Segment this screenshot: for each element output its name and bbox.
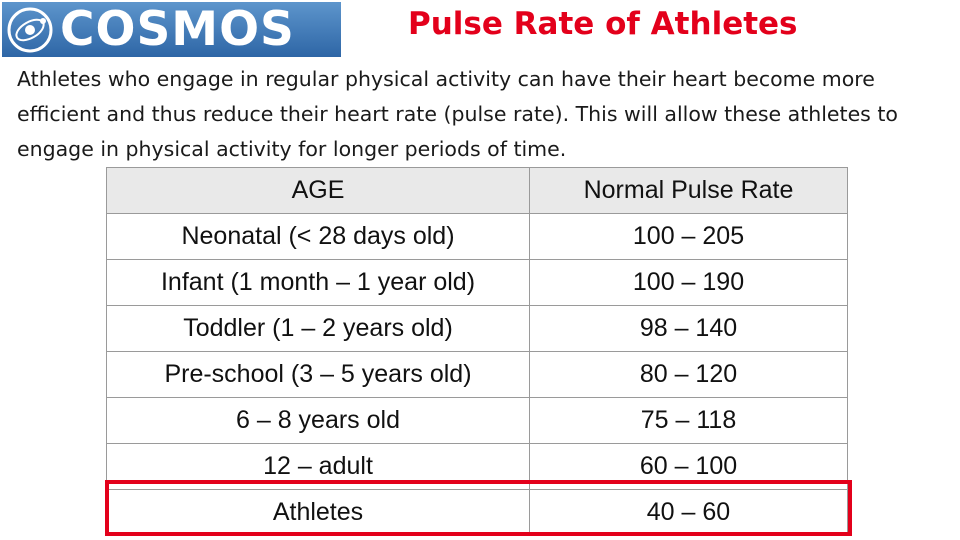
age-cell: Toddler (1 – 2 years old) [106,305,530,352]
column-header-pulse-rate: Normal Pulse Rate [529,167,848,214]
intro-paragraph: Athletes who engage in regular physical … [17,67,898,161]
table-row: Infant (1 month – 1 year old) 100 – 190 [106,259,848,306]
table-row: Pre-school (3 – 5 years old) 80 – 120 [106,351,848,398]
table-header-row: AGE Normal Pulse Rate [106,167,848,214]
table-row: 6 – 8 years old 75 – 118 [106,397,848,444]
pulse-rate-cell: 100 – 190 [529,259,848,306]
pulse-rate-cell: 100 – 205 [529,213,848,260]
atom-orbit-icon [7,7,53,52]
age-cell: Infant (1 month – 1 year old) [106,259,530,306]
age-cell: Neonatal (< 28 days old) [106,213,530,260]
pulse-rate-cell: 60 – 100 [529,443,848,490]
table-row: Neonatal (< 28 days old) 100 – 205 [106,213,848,260]
age-cell: Athletes [106,489,530,536]
pulse-rate-cell: 40 – 60 [529,489,848,536]
table-row: Toddler (1 – 2 years old) 98 – 140 [106,305,848,352]
column-header-age: AGE [106,167,530,214]
page-title: Pulse Rate of Athletes [408,6,798,42]
pulse-rate-cell: 80 – 120 [529,351,848,398]
table-row-athletes: Athletes 40 – 60 [106,489,848,536]
age-cell: 6 – 8 years old [106,397,530,444]
table-row: 12 – adult 60 – 100 [106,443,848,490]
age-cell: 12 – adult [106,443,530,490]
age-cell: Pre-school (3 – 5 years old) [106,351,530,398]
pulse-rate-cell: 75 – 118 [529,397,848,444]
pulse-rate-table: AGE Normal Pulse Rate Neonatal (< 28 day… [106,167,848,536]
cosmos-logo: COSMOS [2,2,341,57]
logo-text: COSMOS [60,2,295,57]
pulse-rate-cell: 98 – 140 [529,305,848,352]
